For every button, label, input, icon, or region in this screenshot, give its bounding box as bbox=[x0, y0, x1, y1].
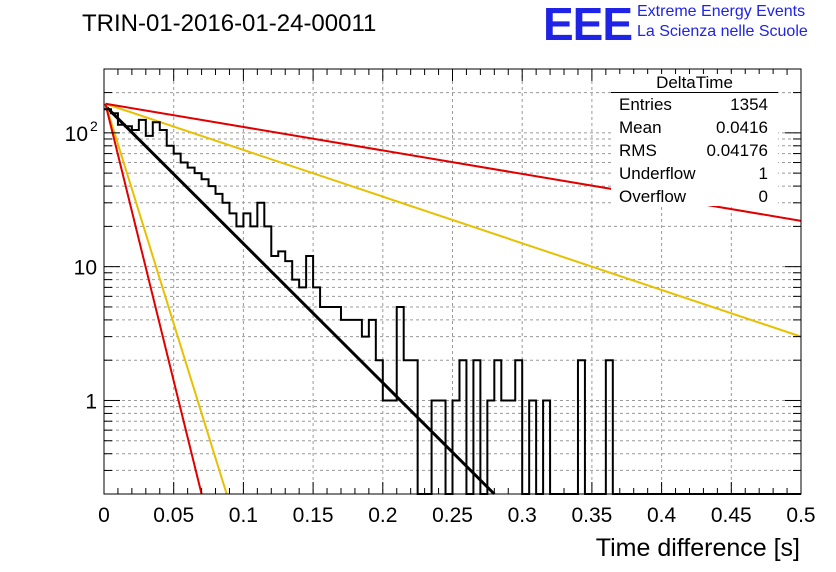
logo-line-1: Extreme Energy Events bbox=[637, 3, 806, 20]
fit-curves bbox=[104, 102, 802, 496]
stats-label: Mean bbox=[619, 118, 662, 137]
stats-label: Underflow bbox=[619, 164, 696, 183]
stats-row-underflow: Underflow 1 bbox=[611, 162, 778, 185]
stats-value: 0 bbox=[758, 187, 768, 206]
stats-label: RMS bbox=[619, 141, 657, 160]
stats-row-mean: Mean 0.0416 bbox=[611, 116, 778, 139]
chart-title: TRIN-01-2016-01-24-00011 bbox=[82, 10, 377, 37]
x-tick-label: 0.15 bbox=[293, 504, 334, 527]
stats-row-rms: RMS 0.04176 bbox=[611, 139, 778, 162]
stats-value: 1 bbox=[758, 164, 768, 183]
y-tick-label: 10 bbox=[74, 257, 97, 280]
stats-value: 1354 bbox=[730, 95, 768, 114]
stats-box: DeltaTime Entries 1354 Mean 0.0416 RMS 0… bbox=[611, 74, 778, 206]
x-tick-label: 0.1 bbox=[229, 504, 258, 527]
x-tick-label: 0.2 bbox=[368, 504, 397, 527]
stats-row-entries: Entries 1354 bbox=[611, 93, 778, 116]
stats-value: 0.04176 bbox=[706, 141, 768, 160]
stats-value: 0.0416 bbox=[716, 118, 768, 137]
x-tick-label: 0.3 bbox=[508, 504, 537, 527]
fit-curve bbox=[104, 103, 203, 495]
x-tick-label: 0.35 bbox=[571, 504, 612, 527]
x-tick-label: 0.4 bbox=[647, 504, 677, 527]
y-tick-label: 10 bbox=[65, 123, 88, 146]
stats-label: Overflow bbox=[619, 187, 687, 206]
axes bbox=[103, 68, 802, 495]
x-tick-label: 0.5 bbox=[786, 504, 815, 527]
x-axis-label: Time difference [s] bbox=[595, 534, 800, 562]
logo-line-2: La Scienza nelle Scuole bbox=[637, 23, 808, 40]
stats-label: Entries bbox=[619, 95, 672, 114]
x-tick-labels: 0 0.05 0.1 0.15 0.2 0.25 0.3 0.35 0.4 0.45 0.5 bbox=[98, 504, 815, 527]
x-tick-label: 0 bbox=[98, 504, 110, 527]
x-tick-label: 0.05 bbox=[153, 504, 194, 527]
fit-curve bbox=[104, 103, 228, 495]
y-tick-exponent: 2 bbox=[90, 118, 98, 134]
eee-logo: EEE bbox=[543, 0, 633, 50]
stats-row-overflow: Overflow 0 bbox=[611, 185, 778, 208]
fit-curve bbox=[105, 102, 802, 338]
stats-title: DeltaTime bbox=[611, 74, 778, 93]
x-tick-label: 0.45 bbox=[711, 504, 752, 527]
y-tick-label: 1 bbox=[85, 390, 97, 413]
fit-curve bbox=[105, 106, 496, 496]
x-tick-label: 0.25 bbox=[432, 504, 473, 527]
